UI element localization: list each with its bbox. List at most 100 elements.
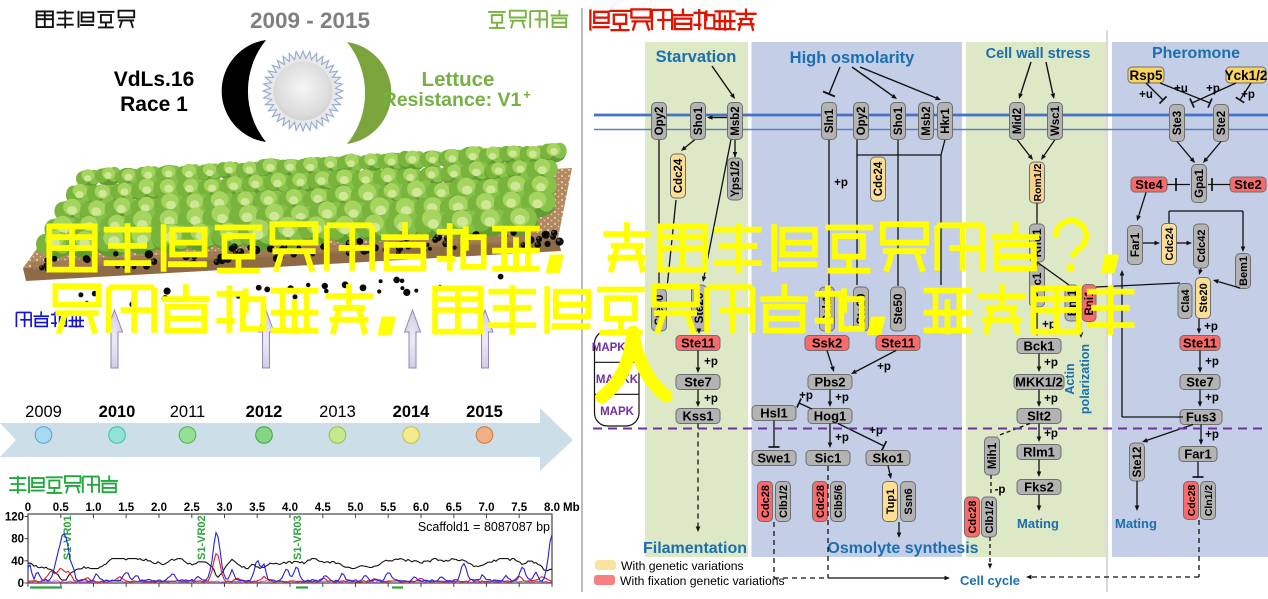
svg-text:Opy2: Opy2	[856, 107, 868, 136]
svg-text:0: 0	[25, 502, 31, 514]
svg-text:2012: 2012	[246, 403, 283, 421]
svg-text:+p: +p	[835, 392, 849, 404]
svg-text:Lettuce: Lettuce	[422, 68, 495, 91]
svg-text:Fks2: Fks2	[1024, 480, 1054, 495]
svg-text:Far1: Far1	[1130, 232, 1142, 257]
svg-text:+u: +u	[1139, 89, 1153, 101]
svg-text:Mih1: Mih1	[987, 442, 999, 469]
svg-text:polarization: polarization	[1078, 344, 1092, 414]
svg-text:Cdc24: Cdc24	[673, 158, 685, 193]
svg-text:+p: +p	[869, 425, 883, 437]
svg-text:3.0: 3.0	[217, 502, 233, 514]
svg-text:VdLs.16: VdLs.16	[114, 68, 195, 91]
svg-text:Sho1: Sho1	[693, 106, 705, 135]
svg-text:+p: +p	[704, 393, 718, 405]
svg-text:Osmolyte synthesis: Osmolyte synthesis	[827, 540, 978, 557]
svg-text:+p: +p	[1044, 428, 1058, 440]
svg-text:+p: +p	[1042, 319, 1056, 331]
svg-text:0: 0	[18, 578, 24, 590]
svg-text:0.5: 0.5	[53, 502, 70, 514]
svg-text:Slt2: Slt2	[1027, 409, 1051, 424]
svg-text:+: +	[523, 87, 531, 102]
svg-text:S1-VR03: S1-VR03	[292, 515, 304, 560]
svg-text:Starvation: Starvation	[656, 48, 737, 66]
svg-text:2009: 2009	[25, 403, 62, 421]
svg-text:Cdc28: Cdc28	[1186, 485, 1198, 517]
svg-text:+p: +p	[1241, 89, 1255, 101]
svg-text:MKK1/2: MKK1/2	[1015, 375, 1063, 390]
svg-text:Ste7: Ste7	[1186, 375, 1213, 390]
svg-text:80: 80	[11, 534, 24, 546]
svg-text:Mid2: Mid2	[1012, 108, 1024, 134]
svg-text:S1-VR01: S1-VR01	[62, 515, 74, 560]
svg-text:7.5: 7.5	[511, 502, 528, 514]
svg-text:Ste11: Ste11	[881, 336, 915, 351]
svg-text:+p: +p	[1205, 392, 1219, 404]
svg-text:Cdc24: Cdc24	[1164, 227, 1176, 261]
svg-text:Ste11: Ste11	[1183, 336, 1217, 351]
svg-text:5.0: 5.0	[348, 502, 364, 514]
svg-text:5.5: 5.5	[380, 502, 397, 514]
svg-text:Mating: Mating	[1017, 516, 1059, 531]
svg-text:Cln1/2: Cln1/2	[1203, 485, 1215, 517]
svg-text:Tup1: Tup1	[885, 489, 897, 514]
svg-text:Ste3: Ste3	[1172, 111, 1184, 135]
svg-text:Ste2: Ste2	[1216, 111, 1228, 135]
svg-text:Ste2: Ste2	[1234, 177, 1261, 192]
svg-text:Actin: Actin	[1063, 363, 1077, 394]
svg-text:Cla4: Cla4	[1180, 289, 1192, 313]
svg-text:Hkr1: Hkr1	[940, 108, 952, 134]
svg-text:Pbs2: Pbs2	[814, 375, 845, 390]
svg-text:Pheromone: Pheromone	[1152, 45, 1240, 62]
svg-text:+p: +p	[1205, 429, 1219, 441]
svg-text:Race 1: Race 1	[120, 93, 188, 116]
svg-text:Cdc28: Cdc28	[815, 485, 827, 518]
svg-text:+p: +p	[799, 390, 813, 402]
svg-text:4.5: 4.5	[315, 502, 332, 514]
svg-text:Ste4: Ste4	[1135, 177, 1163, 192]
svg-text:Yps1/2: Yps1/2	[730, 161, 742, 197]
svg-text:Ste11: Ste11	[681, 336, 715, 351]
svg-text:Mb: Mb	[563, 502, 580, 514]
svg-text:Cdc42: Cdc42	[1196, 229, 1208, 262]
svg-text:6.5: 6.5	[446, 502, 463, 514]
svg-text:Ste50: Ste50	[893, 294, 905, 325]
svg-text:2009 - 2015: 2009 - 2015	[250, 8, 370, 33]
svg-text:Cdc28: Cdc28	[967, 500, 979, 533]
svg-text:Clb1/2: Clb1/2	[984, 500, 996, 533]
svg-text:Resistance: V1: Resistance: V1	[383, 89, 522, 111]
svg-text:Rom1/2: Rom1/2	[1032, 163, 1044, 201]
svg-text:Gpa1: Gpa1	[1194, 169, 1206, 198]
svg-text:+p: +p	[834, 177, 848, 189]
svg-text:4.0: 4.0	[282, 502, 298, 514]
svg-text:S1-VR02: S1-VR02	[196, 515, 208, 560]
svg-text:Msb2: Msb2	[730, 106, 742, 135]
svg-text:Bem1: Bem1	[1238, 256, 1250, 286]
svg-text:Clb5/6: Clb5/6	[833, 485, 845, 518]
svg-text:High osmolarity: High osmolarity	[790, 49, 916, 67]
svg-text:Rlm1: Rlm1	[1023, 445, 1055, 460]
svg-text:Far1: Far1	[1184, 447, 1211, 462]
svg-text:Cell wall stress: Cell wall stress	[986, 46, 1091, 62]
svg-text:+p: +p	[1044, 393, 1058, 405]
svg-text:Mating: Mating	[1115, 516, 1157, 531]
svg-text:Hog1: Hog1	[814, 409, 847, 424]
svg-text:7.0: 7.0	[479, 502, 495, 514]
svg-text:+p: +p	[1206, 83, 1220, 95]
svg-text:+p: +p	[704, 356, 718, 368]
svg-text:Sho1: Sho1	[893, 106, 905, 135]
svg-text:Wsc1: Wsc1	[1050, 105, 1062, 136]
svg-text:+u: +u	[1174, 83, 1188, 95]
svg-text:Sko1: Sko1	[872, 451, 903, 466]
svg-text:+p: +p	[1204, 321, 1218, 333]
svg-text:With genetic variations: With genetic variations	[621, 559, 744, 573]
svg-text:Bck1: Bck1	[1023, 339, 1054, 354]
svg-text:2.5: 2.5	[184, 502, 201, 514]
svg-text:Ste20: Ste20	[1198, 283, 1210, 312]
svg-text:With fixation genetic variatio: With fixation genetic variations	[620, 574, 785, 588]
svg-text:+p: +p	[877, 361, 891, 373]
svg-text:Ste12: Ste12	[1132, 447, 1144, 478]
svg-text:Yck1/2: Yck1/2	[1225, 68, 1268, 83]
svg-text:6.0: 6.0	[413, 502, 429, 514]
svg-text:40: 40	[11, 556, 24, 568]
